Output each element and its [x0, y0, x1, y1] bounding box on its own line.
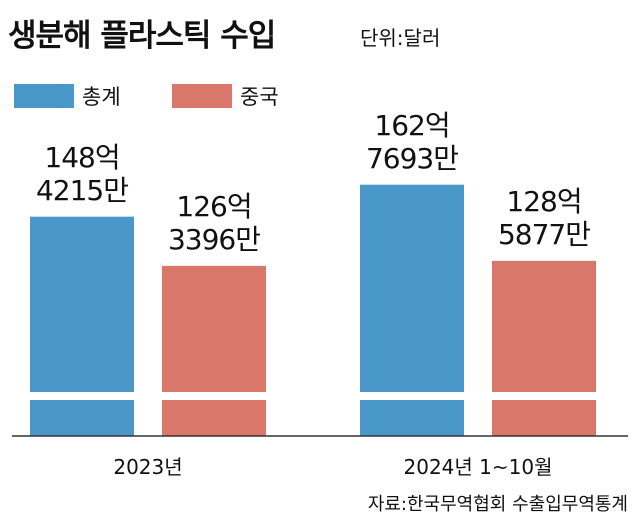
chart-title: 생분해 플라스틱 수입: [8, 18, 276, 54]
value-label: 128억 5877만: [497, 184, 591, 251]
axis-break: [0, 392, 640, 400]
value-label: 148억 4215만: [35, 140, 129, 207]
unit-label: 단위:달러: [360, 26, 441, 50]
x-tick-label: 2023년: [113, 455, 182, 479]
bar: [492, 260, 596, 436]
x-tick-label: 2024년 1~10월: [404, 455, 553, 479]
value-label: 162억 7693만: [365, 108, 459, 175]
legend-label: 중국: [240, 85, 279, 109]
legend-label: 총계: [82, 85, 121, 109]
value-label: 126억 3396만: [167, 189, 261, 256]
source: 자료:한국무역협회 수출입무역통계: [368, 494, 628, 515]
bar: [162, 265, 266, 436]
legend-swatch: [14, 84, 74, 108]
legend-swatch: [172, 84, 232, 108]
bar: [30, 216, 134, 436]
